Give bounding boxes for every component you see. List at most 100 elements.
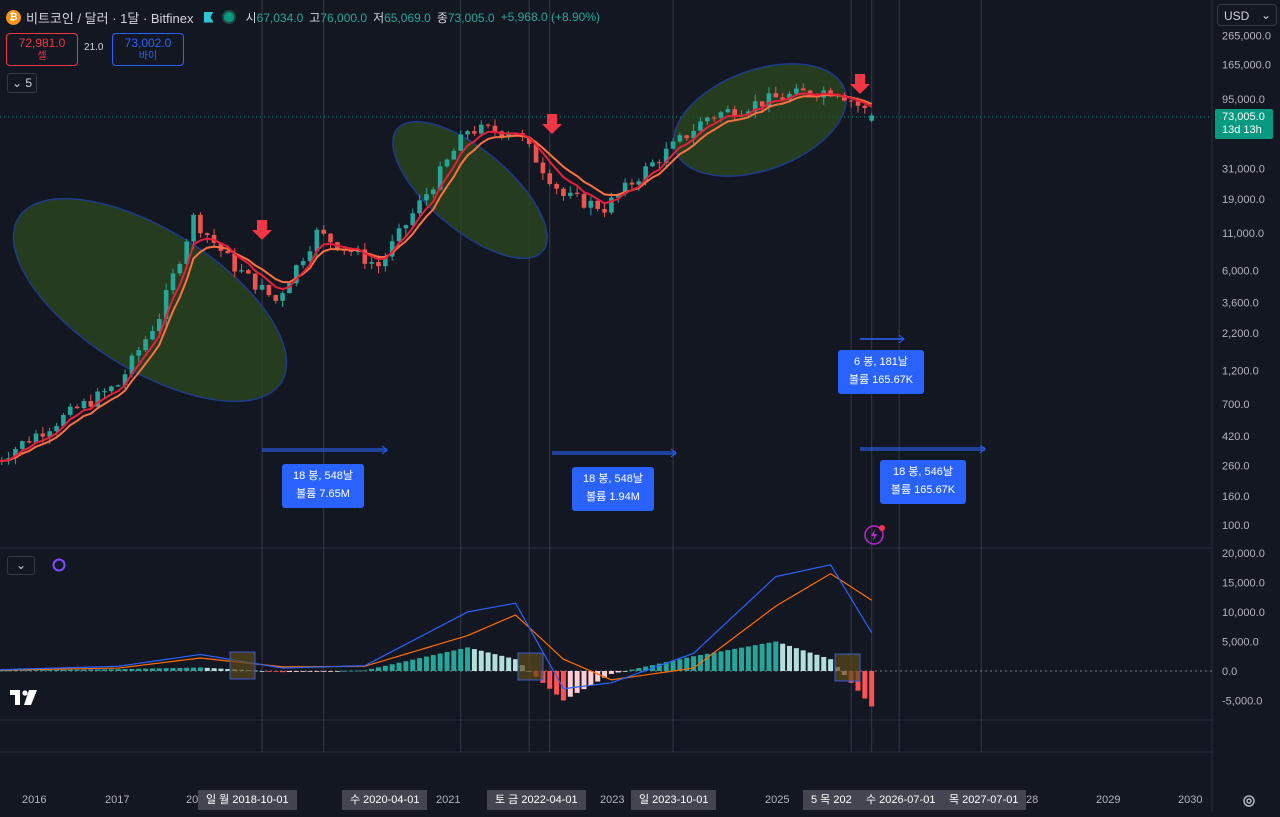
time-axis-date-tag: 수 2020-04-01 <box>342 790 428 810</box>
macd-histogram-bar <box>60 669 66 671</box>
candle-body <box>26 441 32 443</box>
macd-collapse-button[interactable]: ⌄ <box>7 556 35 575</box>
time-axis-year: 2016 <box>22 794 47 806</box>
candle-body <box>20 441 25 449</box>
macd-histogram-bar <box>19 670 25 672</box>
macd-histogram-bar <box>485 652 491 671</box>
candle-body <box>47 431 52 437</box>
candle-body <box>636 181 642 185</box>
measure-bars-days: 18 봉, 546날 <box>893 466 953 478</box>
candle-body <box>622 182 628 194</box>
candle-body <box>759 101 765 107</box>
price-axis-label: 265,000.0 <box>1222 30 1271 42</box>
macd-histogram-bar <box>745 646 751 671</box>
candle-body <box>383 256 388 267</box>
macd-histogram-bar <box>197 667 203 671</box>
candle-body <box>540 162 546 174</box>
macd-histogram-bar <box>862 671 868 699</box>
candle-body <box>643 166 648 182</box>
time-axis-date-tag: 수 2026-07-01 <box>858 790 944 810</box>
measure-bars-days: 18 봉, 548날 <box>583 473 643 485</box>
chevron-down-icon: ⌄ <box>1260 8 1271 22</box>
macd-histogram-bar <box>595 671 601 682</box>
macd-signal-line <box>0 572 873 681</box>
measure-label[interactable]: 18 봉, 546날 볼륨 165.67K <box>880 460 966 504</box>
bar-countdown: 13d 13h <box>1222 124 1262 136</box>
macd-axis-label: 0.0 <box>1222 666 1237 678</box>
lightning-alert-icon[interactable] <box>864 523 888 547</box>
price-axis-label: 3,600.0 <box>1222 297 1259 309</box>
candle-body <box>122 374 128 386</box>
macd-histogram-bar <box>177 667 183 671</box>
candle-body <box>595 200 600 209</box>
macd-histogram-bar <box>122 669 128 671</box>
candle-body <box>198 214 203 234</box>
candle-body <box>794 88 799 94</box>
buy-price: 73,002.0 <box>124 36 172 50</box>
macd-histogram-bar <box>396 662 402 671</box>
measure-volume: 볼륨 165.67K <box>890 484 956 496</box>
time-axis-year: 2023 <box>600 794 625 806</box>
tradingview-logo-icon[interactable] <box>10 688 40 708</box>
currency-select[interactable]: USD ⌄ <box>1217 4 1277 26</box>
macd-histogram-bar <box>266 671 272 672</box>
time-axis-date-tag: 토 금 2022-04-01 <box>487 790 586 810</box>
candle-body <box>136 350 142 356</box>
macd-histogram-bar <box>773 641 779 671</box>
macd-histogram-bar <box>828 659 834 671</box>
indicators-count: 5 <box>25 76 33 90</box>
measure-label[interactable]: 6 봉, 181날 볼륨 165.67K <box>838 350 924 394</box>
time-axis-year: 20 <box>186 794 199 806</box>
buy-button[interactable]: 73,002.0 바이 <box>112 33 184 66</box>
bull-run-highlight <box>672 63 848 177</box>
candle-body <box>410 213 416 226</box>
price-axis-label: 2,200.0 <box>1222 328 1259 340</box>
candle-body <box>225 250 231 254</box>
candle-body <box>718 112 724 118</box>
candle-body <box>431 189 436 195</box>
flag-icon[interactable] <box>203 11 214 23</box>
candle-body <box>150 330 155 340</box>
time-axis-year: 2025 <box>765 794 790 806</box>
candle-body <box>848 100 854 102</box>
macd-axis-label: 15,000.0 <box>1222 578 1265 590</box>
macd-histogram-bar <box>204 667 210 671</box>
price-axis-label: 1,200.0 <box>1222 366 1259 378</box>
candle-body <box>780 97 785 100</box>
candle-body <box>157 319 162 331</box>
candle-body <box>115 385 121 387</box>
measure-bars-days: 18 봉, 548날 <box>293 470 353 482</box>
macd-histogram-bar <box>608 671 614 674</box>
sell-button[interactable]: 72,981.0 셀 <box>6 33 78 66</box>
candle-body <box>711 117 717 119</box>
macd-histogram-bar <box>437 653 443 671</box>
macd-histogram-bar <box>663 662 669 671</box>
current-price-tag: 73,005.0 13d 13h <box>1215 109 1273 139</box>
refresh-icon[interactable] <box>51 557 67 573</box>
macd-histogram-bar <box>211 668 217 671</box>
macd-histogram-bar <box>314 671 320 672</box>
candle-body <box>287 283 292 294</box>
measure-label[interactable]: 18 봉, 548날 볼륨 7.65M <box>282 464 364 508</box>
measure-label[interactable]: 18 봉, 548날 볼륨 1.94M <box>572 467 654 511</box>
macd-histogram-bar <box>136 668 142 671</box>
candle-body <box>88 401 94 407</box>
candle-body <box>650 162 655 167</box>
price-axis-label: 100.0 <box>1222 520 1250 532</box>
indicators-collapse-button[interactable]: ⌄ 5 <box>7 73 37 93</box>
price-axis-label: 420.0 <box>1222 431 1250 443</box>
macd-histogram-bar <box>259 671 265 672</box>
time-axis-date-tag: 목 2027-07-01 <box>941 790 1027 810</box>
settings-gear-icon[interactable] <box>1240 792 1258 810</box>
macd-histogram-bar <box>821 656 827 671</box>
macd-histogram-bar <box>807 652 813 671</box>
macd-histogram-bar <box>184 667 190 671</box>
candle-body <box>300 261 306 266</box>
candle-body <box>362 249 368 264</box>
macd-histogram-bar <box>273 671 279 672</box>
macd-histogram-bar <box>88 669 94 671</box>
macd-histogram-bar <box>554 671 560 695</box>
symbol-title[interactable]: 비트코인 / 달러 · 1달 · Bitfinex <box>26 10 194 26</box>
macd-histogram-bar <box>780 643 786 671</box>
